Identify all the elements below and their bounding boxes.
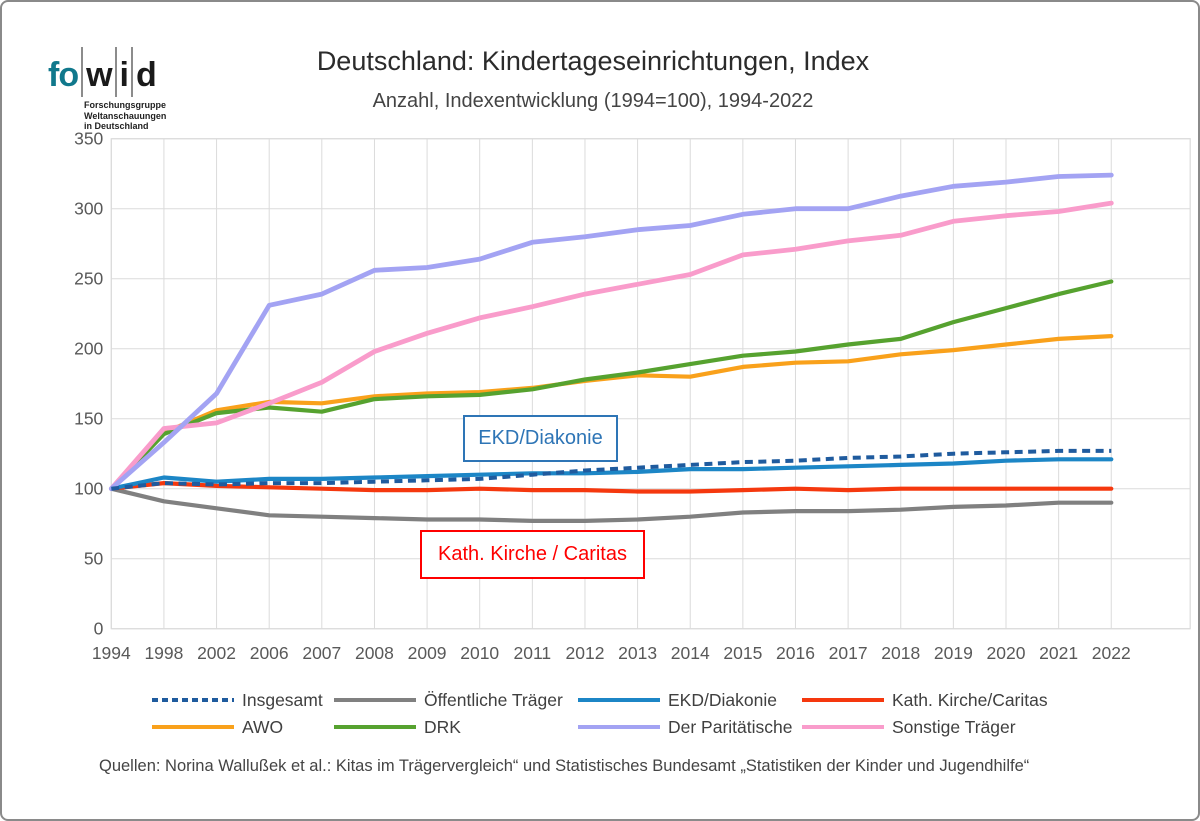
series-line-insgesamt xyxy=(111,448,1112,491)
x-tick-label: 2020 xyxy=(987,643,1026,663)
logo-tagline: Forschungsgruppe Weltanschauungen in Deu… xyxy=(84,100,167,131)
x-tick-label: 2008 xyxy=(355,643,394,663)
series-drk xyxy=(109,279,1114,491)
x-tick-label: 2011 xyxy=(514,643,552,663)
x-tick-label: 2021 xyxy=(1039,643,1078,663)
x-tick-label: 2014 xyxy=(671,643,710,663)
y-tick-label: 200 xyxy=(74,339,103,359)
series-line-ekd-diakonie xyxy=(109,457,1114,491)
x-tick-label: 2012 xyxy=(566,643,605,663)
annotation-kath-kirche-caritas: Kath. Kirche / Caritas xyxy=(420,530,645,579)
logo-divider xyxy=(114,47,117,97)
fowid-logo-letters: fo w i d xyxy=(48,47,178,97)
y-axis: 0 50 100 150 200 250 300 350 xyxy=(74,129,103,639)
x-tick-label: 1994 xyxy=(92,643,131,663)
x-tick-label: 1998 xyxy=(144,643,183,663)
x-tick-label: 2017 xyxy=(829,643,868,663)
logo-divider xyxy=(131,47,133,97)
chart-subtitle: Anzahl, Indexentwicklung (1994=100), 199… xyxy=(372,90,814,112)
logo-d: d xyxy=(136,56,157,94)
y-tick-label: 300 xyxy=(74,199,103,219)
plot-border xyxy=(110,138,1191,630)
x-tick-label: 2022 xyxy=(1092,643,1131,663)
y-tick-label: 50 xyxy=(84,549,104,569)
annotation-ekd-diakonie: EKD/Diakonie xyxy=(463,415,618,462)
series-line-der-paritaetische xyxy=(108,172,1114,492)
series-awo xyxy=(109,334,1114,491)
y-tick-label: 250 xyxy=(74,269,103,289)
series-line-oeffentliche-traeger xyxy=(109,486,1114,524)
x-tick-label: 2002 xyxy=(197,643,236,663)
series-line-drk xyxy=(109,279,1114,491)
x-tick-label: 2007 xyxy=(302,643,341,663)
series-sonstige-traeger xyxy=(108,200,1114,492)
y-tick-label: 150 xyxy=(74,409,103,429)
y-tick-label: 0 xyxy=(94,619,104,639)
series-ekd-diakonie xyxy=(109,457,1114,491)
x-tick-label: 2013 xyxy=(618,643,657,663)
chart-title: Deutschland: Kindertageseinrichtungen, I… xyxy=(316,46,870,76)
logo-w: w xyxy=(86,56,112,94)
y-tick-label: 350 xyxy=(74,129,103,149)
x-tick-label: 2018 xyxy=(881,643,920,663)
series-der-paritaetische xyxy=(108,172,1114,492)
series-line-kath-kirche-caritas xyxy=(109,481,1114,494)
x-tick-label: 2006 xyxy=(250,643,289,663)
x-tick-label: 2015 xyxy=(723,643,762,663)
series-line-awo xyxy=(109,334,1114,491)
series-oeffentliche-traeger xyxy=(109,486,1114,524)
logo-i: i xyxy=(119,56,130,94)
source-note: Quellen: Norina Wallußek et al.: Kitas i… xyxy=(99,757,1030,775)
y-tick-label: 100 xyxy=(74,479,103,499)
logo-fo: fo xyxy=(48,56,79,94)
series-insgesamt xyxy=(111,448,1112,491)
series-line-sonstige-traeger xyxy=(108,200,1114,492)
logo-divider xyxy=(81,47,84,97)
x-tick-label: 2009 xyxy=(408,643,447,663)
x-axis: 1994 1998 2002 2006 2007 2008 2009 2010 2011 2012… xyxy=(92,643,1131,663)
fowid-logo: fo w i d Forschungsgruppe Weltanschauung… xyxy=(48,47,178,132)
x-tick-label: 2010 xyxy=(460,643,499,663)
series-kath-kirche-caritas xyxy=(109,481,1114,494)
x-tick-label: 2019 xyxy=(934,643,973,663)
x-tick-label: 2016 xyxy=(776,643,815,663)
